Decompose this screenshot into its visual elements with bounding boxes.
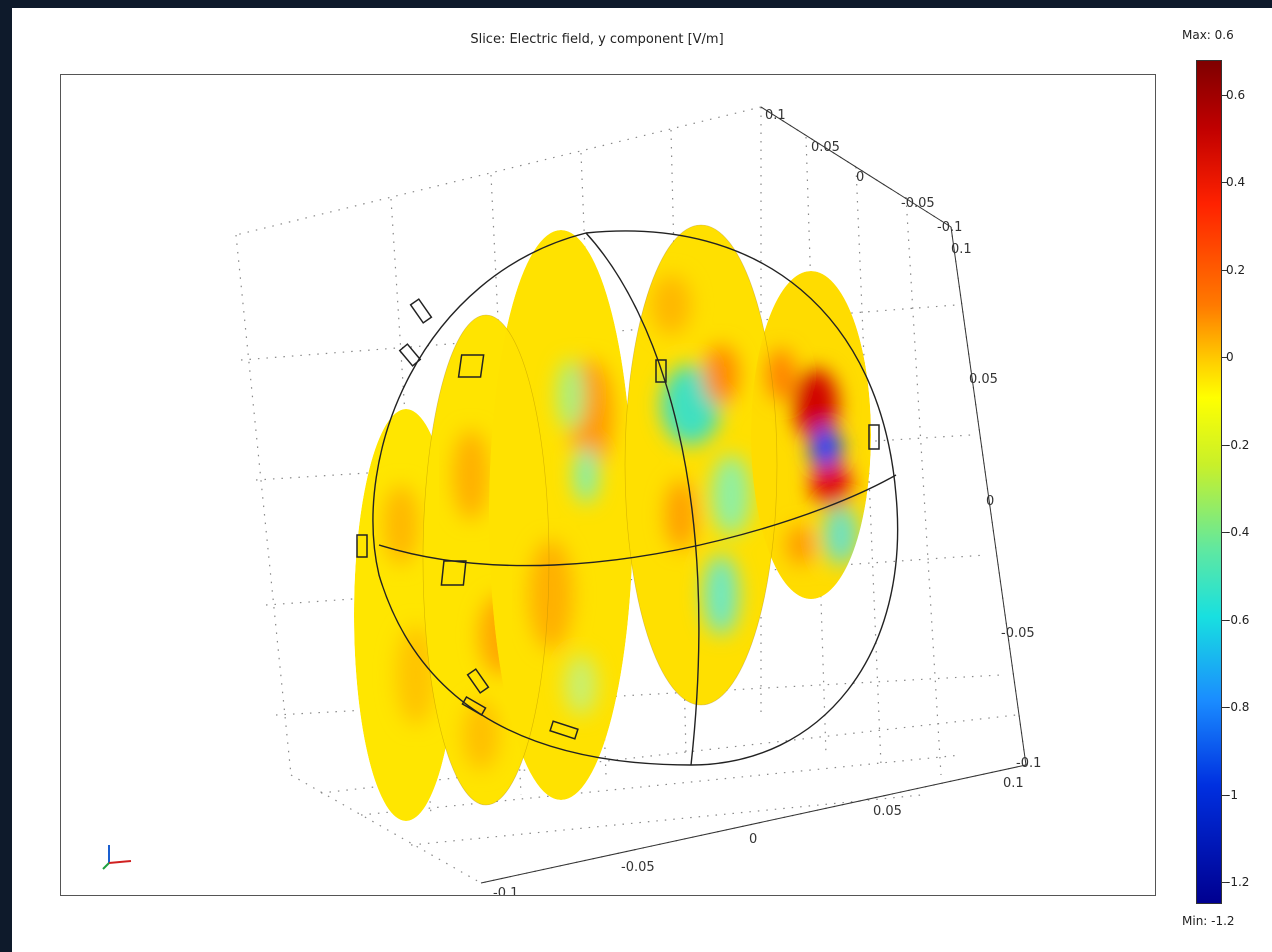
plot-title: Slice: Electric field, y component [V/m] [470,32,724,47]
colorbar-tick-label: 0.4 [1226,175,1246,190]
tick-bottom-5: -0.1 [493,886,518,896]
colorbar-tick-label: 0.6 [1226,87,1246,102]
axis-tick-labels: 0.1 0.05 0 -0.05 -0.1 0.1 0.05 0 -0.05 -… [493,108,1041,896]
colorbar-tick [1222,269,1228,271]
tick-top-4: -0.05 [901,196,935,211]
colorbar-tick [1222,182,1228,184]
axis-lines [480,106,1027,884]
colorbar-tick-label: -0.8 [1226,700,1250,715]
colorbar-tick [1222,619,1228,621]
tick-bottom-2: 0.05 [873,804,902,819]
sphere-wireframe [372,230,899,766]
slice-5 [751,271,871,599]
colorbar-tick [1222,94,1228,96]
tick-right-1: 0.1 [951,242,972,257]
colorbar-tick-label: -0.2 [1226,437,1250,452]
tick-right-3: 0 [986,494,994,509]
colorbar-tick-label: -0.4 [1226,525,1250,540]
tick-bottom-4: -0.05 [621,860,655,875]
colorbar-tick-label: -1.2 [1226,875,1250,890]
colorbar-tick [1222,532,1228,534]
colorbar-min-label: Min: -1.2 [1182,914,1235,928]
colorbar-tick-label: -0.6 [1226,612,1250,627]
tick-top-5: -0.1 [937,220,962,235]
colorbar: Max: 0.6 0.6 0.4 0.2 0 -0.2 -0.4 -0.6 -0.8 -1 -1.… [1182,8,1272,952]
port-markers [356,298,880,740]
slice-3 [489,230,633,800]
tick-bottom-3: 0 [749,832,757,847]
axis-triad-icon [102,845,132,870]
tick-right-5: -0.1 [1016,756,1041,771]
tick-right-4: -0.05 [1001,626,1035,641]
tick-top-1: 0.1 [765,108,786,123]
viewer-window: Slice: Electric field, y component [V/m] [12,8,1272,952]
slice-outlines [422,224,778,806]
colorbar-gradient [1196,60,1222,904]
colorbar-tick [1222,882,1228,884]
colorbar-tick [1222,707,1228,709]
plot-canvas[interactable]: 0.1 0.05 0 -0.05 -0.1 0.1 0.05 0 -0.05 -… [60,74,1156,896]
colorbar-tick-label: 0 [1226,350,1234,365]
colorbar-tick-label: -1 [1226,787,1238,802]
colorbar-max-label: Max: 0.6 [1182,28,1234,42]
colorbar-tick-label: 0.2 [1226,262,1246,277]
slice-4 [625,225,777,705]
colorbar-tick [1222,444,1228,446]
tick-right-2: 0.05 [969,372,998,387]
tick-top-2: 0.05 [811,140,840,155]
tick-bottom-1: 0.1 [1003,776,1024,791]
colorbar-tick [1222,357,1228,359]
3d-scene: 0.1 0.05 0 -0.05 -0.1 0.1 0.05 0 -0.05 -… [102,106,1041,896]
colorbar-tick [1222,794,1228,796]
tick-top-3: 0 [856,170,864,185]
